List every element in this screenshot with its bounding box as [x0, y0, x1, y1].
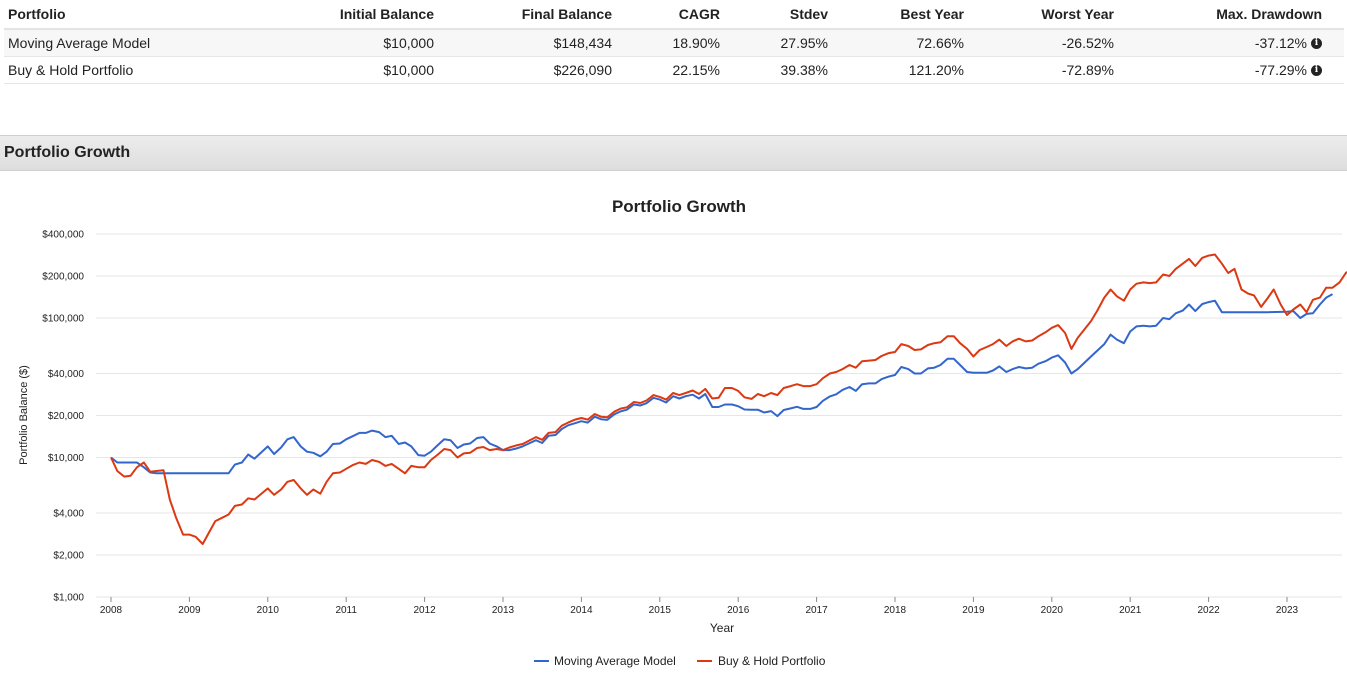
header-stdev: Stdev — [724, 0, 832, 30]
series-line-buy-hold[interactable] — [110, 253, 1347, 545]
x-tick-label: 2010 — [257, 605, 280, 616]
cell-cagr: 22.15% — [616, 56, 724, 84]
x-axis-ticks: 2008 2009 2010 2011 2012 2013 2014 2015 2016 2017… — [100, 597, 1299, 616]
y-tick-label: $1,000 — [53, 593, 84, 604]
cell-portfolio-name: Buy & Hold Portfolio — [4, 56, 182, 84]
legend-label-moving-average[interactable]: Moving Average Model — [554, 654, 676, 668]
y-axis-label: Portfolio Balance ($) — [18, 365, 30, 465]
cell-max-drawdown: -77.29% i — [1118, 56, 1326, 84]
x-tick-label: 2011 — [335, 605, 357, 616]
cell-worst-year: -26.52% — [968, 29, 1118, 57]
x-tick-label: 2018 — [884, 605, 907, 616]
section-header: Portfolio Growth — [0, 135, 1347, 171]
header-initial-balance: Initial Balance — [182, 0, 438, 30]
header-spacer — [1326, 0, 1344, 30]
table-row: Moving Average Model $10,000 $148,434 18… — [4, 29, 1344, 57]
x-tick-label: 2016 — [727, 605, 750, 616]
portfolio-growth-chart: Portfolio Growth $1,000 $2,000 $4,000 $10,0… — [18, 197, 1347, 668]
x-axis-label: Year — [710, 621, 734, 635]
cell-max-drawdown: -37.12% i — [1118, 29, 1326, 57]
cell-spacer — [1326, 56, 1344, 84]
section-title: Portfolio Growth — [4, 144, 131, 161]
y-tick-label: $100,000 — [42, 313, 84, 324]
drawdown-value: -77.29% — [1254, 62, 1307, 78]
series-line-moving-average[interactable] — [110, 293, 1333, 475]
x-tick-label: 2023 — [1276, 605, 1299, 616]
x-tick-label: 2012 — [413, 605, 436, 616]
y-tick-label: $200,000 — [42, 271, 84, 282]
y-tick-label: $4,000 — [53, 509, 84, 520]
x-tick-label: 2022 — [1197, 605, 1220, 616]
y-tick-label: $10,000 — [48, 453, 85, 464]
series-lines — [110, 253, 1347, 545]
cell-stdev: 39.38% — [724, 56, 832, 84]
y-tick-label: $2,000 — [53, 551, 84, 562]
header-final-balance: Final Balance — [438, 0, 616, 30]
cell-portfolio-name: Moving Average Model — [4, 29, 182, 57]
x-tick-label: 2019 — [962, 605, 985, 616]
y-axis-ticks: $1,000 $2,000 $4,000 $10,000 $20,000 $40,000 $… — [42, 230, 84, 604]
x-tick-label: 2021 — [1119, 605, 1142, 616]
header-portfolio: Portfolio — [4, 0, 182, 30]
info-circle-icon[interactable]: i — [1311, 37, 1322, 49]
cell-best-year: 121.20% — [832, 56, 968, 84]
header-max-drawdown: Max. Drawdown — [1118, 0, 1326, 30]
drawdown-value: -37.12% — [1254, 35, 1307, 51]
cell-cagr: 18.90% — [616, 29, 724, 57]
cell-final-balance: $226,090 — [438, 56, 616, 84]
cell-best-year: 72.66% — [832, 29, 968, 57]
cell-initial-balance: $10,000 — [182, 29, 438, 57]
y-tick-label: $20,000 — [48, 411, 85, 422]
x-tick-label: 2020 — [1041, 605, 1064, 616]
x-tick-label: 2014 — [570, 605, 593, 616]
cell-spacer — [1326, 29, 1344, 57]
x-tick-label: 2008 — [100, 605, 123, 616]
x-tick-label: 2013 — [492, 605, 515, 616]
y-tick-label: $40,000 — [48, 369, 85, 380]
x-tick-label: 2009 — [178, 605, 201, 616]
cell-final-balance: $148,434 — [438, 29, 616, 57]
header-cagr: CAGR — [616, 0, 724, 30]
legend: Moving Average Model Buy & Hold Portfoli… — [534, 654, 826, 668]
summary-table: Portfolio Initial Balance Final Balance … — [4, 0, 1344, 84]
table-row: Buy & Hold Portfolio $10,000 $226,090 22… — [4, 56, 1344, 84]
header-best-year: Best Year — [832, 0, 968, 30]
chart-title: Portfolio Growth — [612, 197, 746, 216]
cell-initial-balance: $10,000 — [182, 56, 438, 84]
drawdown-wrap: -77.29% i — [1255, 62, 1322, 78]
table-header-row: Portfolio Initial Balance Final Balance … — [4, 0, 1344, 30]
cell-worst-year: -72.89% — [968, 56, 1118, 84]
legend-label-buy-hold[interactable]: Buy & Hold Portfolio — [718, 654, 826, 668]
grid — [96, 233, 1342, 598]
x-tick-label: 2017 — [805, 605, 828, 616]
x-tick-label: 2015 — [649, 605, 672, 616]
drawdown-wrap: -37.12% i — [1255, 35, 1322, 51]
cell-stdev: 27.95% — [724, 29, 832, 57]
y-tick-label: $400,000 — [42, 230, 84, 241]
header-worst-year: Worst Year — [968, 0, 1118, 30]
info-circle-icon[interactable]: i — [1311, 64, 1322, 76]
